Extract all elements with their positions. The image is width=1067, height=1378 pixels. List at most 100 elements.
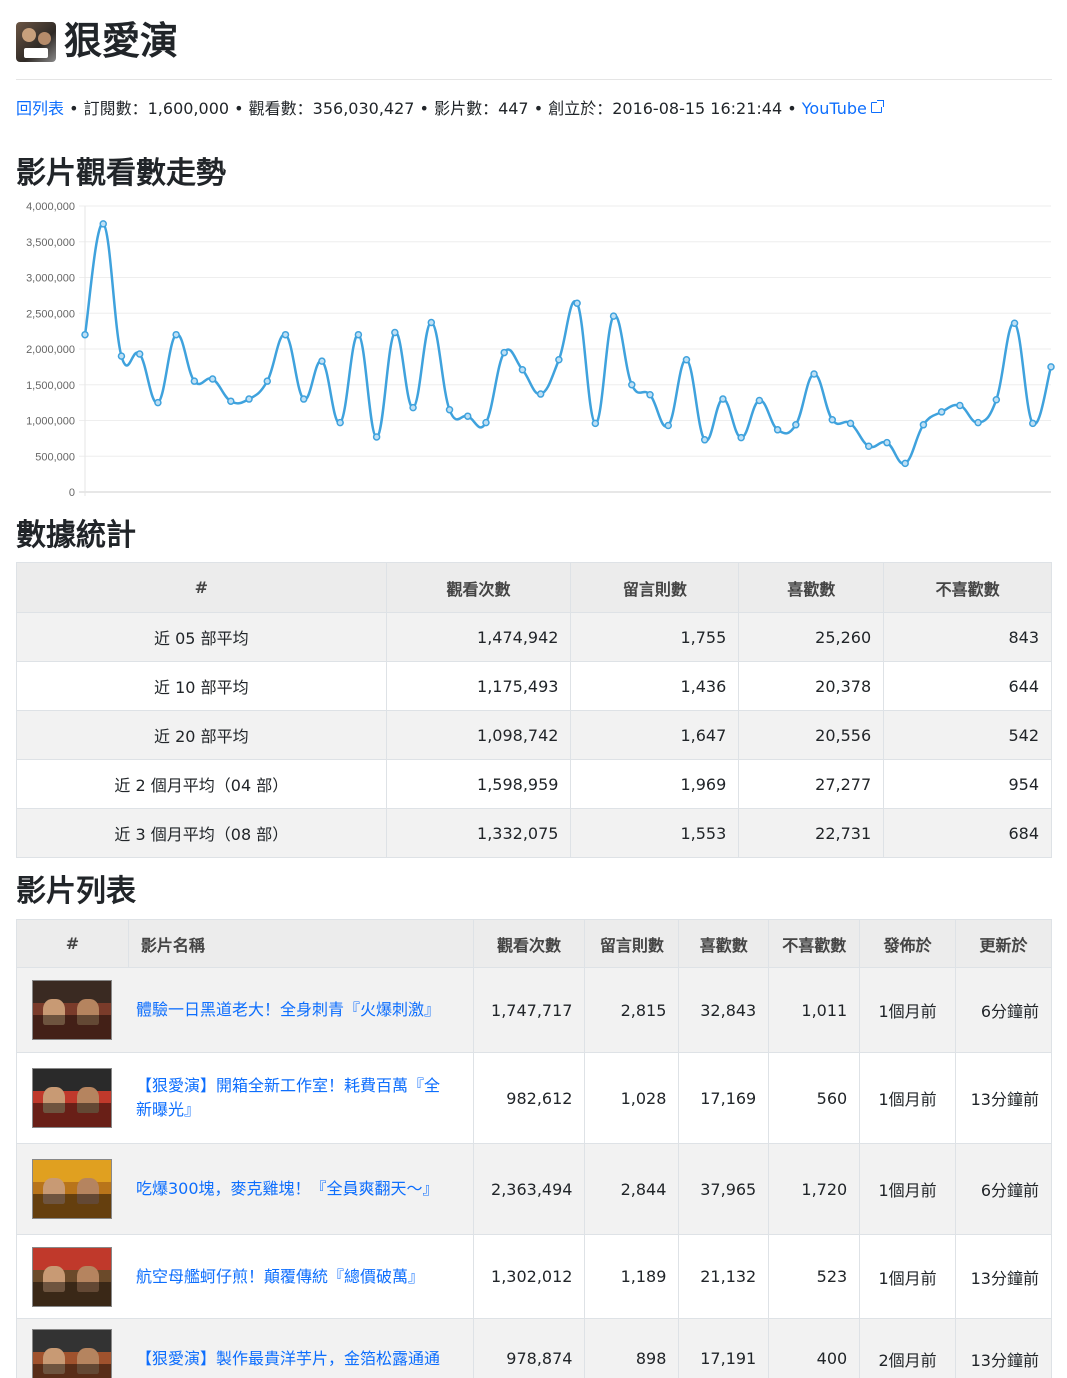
data-point[interactable] (919, 421, 928, 429)
video-updated: 6分鐘前 (955, 1143, 1052, 1235)
data-point[interactable] (828, 416, 837, 424)
y-tick-label: 3,000,000 (26, 273, 75, 285)
data-point[interactable] (937, 408, 946, 416)
videos-header-comments[interactable]: 留言則數 (584, 919, 680, 968)
video-thumb-cell: 吃爆300塊，麥克雞塊！『全員爽翻天～』 (16, 1143, 474, 1235)
video-dislikes: 523 (768, 1234, 861, 1319)
data-point[interactable] (864, 442, 873, 450)
stats-likes: 20,378 (738, 661, 885, 711)
data-point[interactable] (573, 299, 581, 307)
video-title-link[interactable]: 【狠愛演】製作最貴洋芋片，金箔松露通通 (136, 1348, 441, 1368)
videos-header-dislikes[interactable]: 不喜歡數 (768, 919, 861, 968)
data-point[interactable] (1029, 419, 1037, 428)
data-point[interactable] (482, 418, 490, 427)
data-point[interactable] (154, 398, 162, 407)
video-thumbnail[interactable] (32, 1328, 112, 1378)
data-point[interactable] (810, 370, 818, 378)
data-point[interactable] (263, 377, 272, 385)
videos-header-title[interactable]: 影片名稱 (128, 919, 474, 968)
data-point[interactable] (719, 395, 727, 403)
data-point[interactable] (372, 433, 381, 441)
data-point[interactable] (281, 330, 290, 339)
video-likes: 37,965 (678, 1143, 770, 1235)
data-point[interactable] (1047, 363, 1055, 371)
data-point[interactable] (172, 330, 180, 339)
data-point[interactable] (135, 350, 144, 358)
video-likes: 17,169 (678, 1052, 770, 1144)
channel-meta: 回列表 • 訂閱數：1,600,000 • 觀看數：356,030,427 • … (16, 97, 884, 121)
data-point[interactable] (883, 438, 891, 447)
data-point[interactable] (208, 375, 217, 383)
data-point[interactable] (646, 391, 654, 399)
data-point[interactable] (901, 459, 909, 468)
data-point[interactable] (792, 421, 800, 429)
data-point[interactable] (555, 355, 563, 364)
videos-header-index[interactable]: # (16, 919, 129, 968)
stats-views: 1,598,959 (386, 759, 572, 809)
video-comments: 2,815 (584, 967, 680, 1053)
data-point[interactable] (99, 220, 107, 228)
stats-header-dislikes[interactable]: 不喜歡數 (883, 562, 1052, 613)
data-point[interactable] (591, 419, 600, 428)
data-point[interactable] (956, 401, 964, 410)
stats-label: 近 20 部平均 (16, 710, 387, 760)
data-point[interactable] (190, 377, 199, 385)
video-title-link[interactable]: 航空母艦蚵仔煎！顛覆傳統『總價破萬』 (136, 1266, 425, 1286)
video-thumbnail[interactable] (32, 980, 112, 1040)
video-thumbnail[interactable] (32, 1159, 112, 1219)
video-thumbnail[interactable] (32, 1068, 112, 1128)
data-point[interactable] (391, 328, 399, 337)
video-title-link[interactable]: 體驗一日黑道老大！全身刺青『火爆刺激』 (136, 1000, 441, 1019)
videos-header-published[interactable]: 發佈於 (859, 919, 956, 968)
stats-header-likes[interactable]: 喜歡數 (738, 562, 885, 613)
stats-header-comments[interactable]: 留言則數 (570, 562, 740, 613)
series-line (83, 222, 1053, 465)
data-point[interactable] (846, 419, 855, 428)
y-tick-label: 1,500,000 (26, 380, 75, 392)
data-point[interactable] (464, 412, 472, 420)
data-point[interactable] (773, 426, 782, 434)
data-point[interactable] (318, 357, 326, 365)
data-point[interactable] (245, 395, 253, 403)
data-point[interactable] (609, 312, 618, 320)
stats-header-index[interactable]: # (16, 562, 387, 613)
data-point[interactable] (81, 330, 89, 339)
data-point[interactable] (700, 436, 709, 444)
youtube-link[interactable]: YouTube (802, 99, 884, 118)
data-point[interactable] (427, 318, 436, 327)
video-published: 1個月前 (859, 1143, 956, 1235)
data-point[interactable] (518, 365, 527, 374)
data-point[interactable] (664, 421, 672, 430)
video-views: 1,747,717 (473, 967, 586, 1053)
video-title-link[interactable]: 【狠愛演】開箱全新工作室！耗費百萬『全新曝光』 (136, 1076, 441, 1119)
data-point[interactable] (500, 348, 508, 357)
data-point[interactable] (755, 396, 764, 405)
y-tick-label: 3,500,000 (26, 237, 75, 249)
video-title-link[interactable]: 吃爆300塊，麥克雞塊！『全員爽翻天～』 (136, 1179, 439, 1198)
videos-header-updated[interactable]: 更新於 (955, 919, 1052, 968)
data-point[interactable] (227, 397, 235, 405)
videos-header-views[interactable]: 觀看次數 (473, 919, 586, 968)
stats-views: 1,474,942 (386, 612, 572, 662)
data-point[interactable] (354, 330, 363, 339)
video-comments: 2,844 (584, 1143, 680, 1235)
data-point[interactable] (536, 390, 545, 398)
data-point[interactable] (737, 433, 745, 442)
stats-header-views[interactable]: 觀看次數 (386, 562, 572, 613)
data-point[interactable] (628, 381, 636, 389)
video-likes: 21,132 (678, 1234, 770, 1319)
videos-header-likes[interactable]: 喜歡數 (678, 919, 770, 968)
data-point[interactable] (117, 352, 126, 360)
data-point[interactable] (336, 418, 344, 427)
data-point[interactable] (299, 395, 308, 403)
data-point[interactable] (992, 396, 1001, 404)
data-point[interactable] (445, 406, 454, 414)
data-point[interactable] (409, 403, 417, 412)
stats-dislikes: 843 (883, 612, 1052, 662)
data-point[interactable] (682, 355, 691, 364)
back-to-list-link[interactable]: 回列表 (16, 99, 65, 118)
video-thumbnail[interactable] (32, 1246, 112, 1307)
data-point[interactable] (974, 418, 982, 427)
data-point[interactable] (1010, 319, 1019, 328)
video-updated: 13分鐘前 (955, 1318, 1052, 1378)
